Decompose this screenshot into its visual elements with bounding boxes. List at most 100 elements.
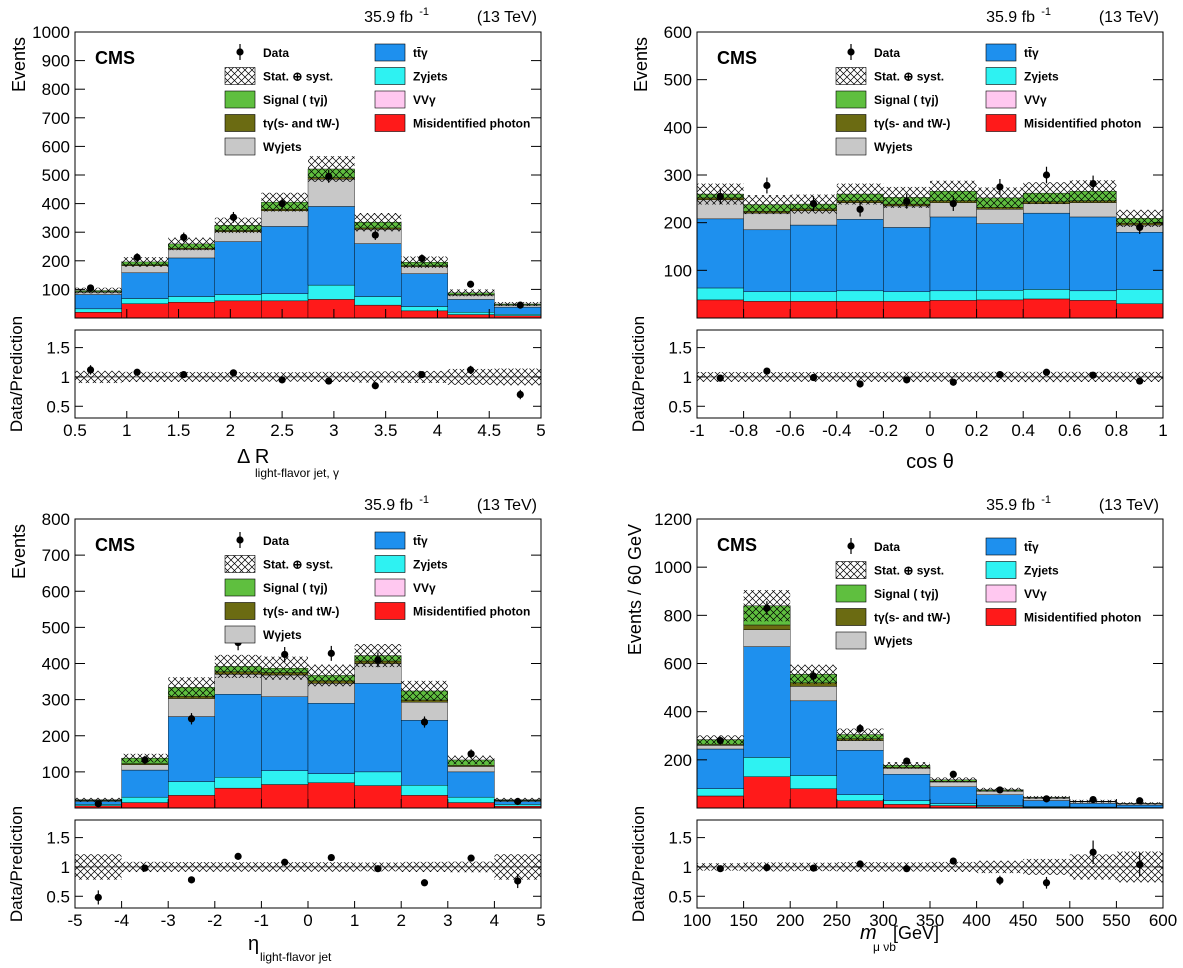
bar-zgamma (307, 773, 355, 783)
ratio-point (996, 876, 1004, 885)
bar-ttgamma (74, 294, 122, 310)
ratio-uncertainty-band (168, 371, 215, 382)
ratio-uncertainty-band (1116, 371, 1163, 382)
ratio-point (1136, 377, 1144, 385)
bar-wgamma (261, 210, 309, 227)
bar-ttgamma (447, 299, 495, 313)
ratio-point (809, 864, 818, 872)
uncertainty-band (930, 180, 977, 202)
ratio-point (278, 376, 286, 384)
ratio-y-axis-label: Data/Prediction (7, 806, 26, 922)
bar-wgamma (836, 740, 884, 751)
ratio-y-axis-label: Data/Prediction (629, 316, 648, 432)
ratio-point (763, 863, 771, 872)
bar-ttgamma (401, 720, 449, 786)
bar-misid (836, 301, 884, 319)
ratio-point (86, 366, 95, 374)
bar-misid (790, 788, 838, 809)
bar-wgamma (1069, 202, 1117, 218)
data-point (809, 200, 818, 208)
bar-zgamma (401, 785, 449, 796)
legend-label-tgamma: tγ(s- and tW-) (263, 605, 339, 619)
uncertainty-band (214, 654, 262, 678)
bar-misid (883, 301, 931, 319)
x-tick-label: 4.5 (477, 421, 501, 440)
data-point (1089, 179, 1097, 188)
ratio-uncertainty-band (261, 372, 308, 382)
bar-ttgamma (354, 683, 402, 773)
legend-label-ttgamma: tt̄γ (1024, 540, 1039, 554)
y-tick-label: 500 (664, 71, 692, 90)
uncertainty-band (447, 289, 495, 297)
bar-zgamma (214, 777, 262, 789)
data-point (327, 649, 335, 657)
y-tick-label: 300 (42, 691, 70, 710)
uncertainty-band (401, 680, 448, 702)
y-tick-label: 400 (664, 118, 692, 137)
bar-zgamma (167, 296, 215, 303)
bar-ttgamma (929, 786, 977, 804)
bar-ttgamma (696, 748, 744, 789)
bar-zgamma (696, 788, 744, 797)
y-tick-label: 300 (42, 223, 70, 242)
bar-zgamma (261, 293, 309, 302)
legend-label-misid: Misidentified photon (413, 605, 530, 619)
bar-misid (743, 776, 791, 809)
bar-ttgamma (1069, 216, 1117, 292)
x-tick-label: 5 (536, 421, 545, 440)
bar-zgamma (883, 291, 931, 302)
cms-label: CMS (95, 535, 135, 555)
ratio-uncertainty-band (1023, 858, 1070, 875)
data-point (996, 183, 1004, 191)
legend-label-unc: Stat. ⊕ syst. (263, 70, 333, 84)
x-tick-label: -1 (254, 911, 269, 930)
bar-wgamma (743, 212, 791, 231)
bar-misid (696, 299, 744, 319)
legend-label-wgamma: Wγjets (874, 140, 913, 154)
uncertainty-band (836, 728, 884, 741)
legend-data-marker (847, 48, 855, 56)
ratio-y-tick-label: 0.5 (668, 887, 692, 906)
legend-swatch-wgamma (224, 625, 256, 644)
bar-wgamma (447, 766, 495, 773)
ratio-point (514, 877, 522, 885)
x-tick-label: 3.5 (374, 421, 398, 440)
bar-ttgamma (167, 257, 215, 297)
data-point (1042, 171, 1051, 179)
legend-label-signal: Signal ( tγj) (874, 93, 939, 107)
y-tick-label: 700 (42, 546, 70, 565)
data-point (229, 213, 238, 221)
bar-zgamma (790, 291, 838, 302)
bar-zgamma (790, 775, 838, 789)
legend-swatch-signal (835, 90, 867, 109)
x-tick-label: -0.8 (729, 421, 758, 440)
legend-label-misid: Misidentified photon (413, 117, 530, 131)
x-tick-label: 0 (303, 911, 312, 930)
ratio-point (1042, 368, 1051, 376)
bar-ttgamma (743, 646, 791, 758)
bar-wgamma (976, 209, 1024, 224)
ratio-point (1089, 848, 1097, 856)
x-axis-label-sub: light-flavor jet (260, 950, 332, 964)
bar-misid (696, 795, 744, 809)
uncertainty-band (743, 195, 791, 215)
bar-wgamma (167, 249, 215, 259)
bar-wgamma (307, 683, 355, 704)
legend-label-wgamma: Wγjets (874, 634, 913, 648)
legend-uncertainty-swatch (224, 67, 256, 85)
x-axis-label: cos θ (906, 451, 954, 473)
legend-swatch-vvgamma (374, 90, 406, 109)
bar-zgamma (401, 306, 449, 312)
uncertainty-band (447, 755, 495, 765)
bar-misid (307, 782, 355, 809)
bar-ttgamma (790, 224, 838, 292)
ratio-point (94, 893, 102, 902)
uncertainty-band (836, 183, 884, 205)
bar-zgamma (121, 298, 169, 304)
x-axis-unit: [GeV] (893, 923, 939, 943)
bar-zgamma (976, 290, 1024, 301)
legend-label-vvgamma: VVγ (413, 93, 436, 107)
ratio-y-tick-label: 1 (683, 368, 692, 387)
lumi-label: 35.9 fb (364, 9, 413, 26)
